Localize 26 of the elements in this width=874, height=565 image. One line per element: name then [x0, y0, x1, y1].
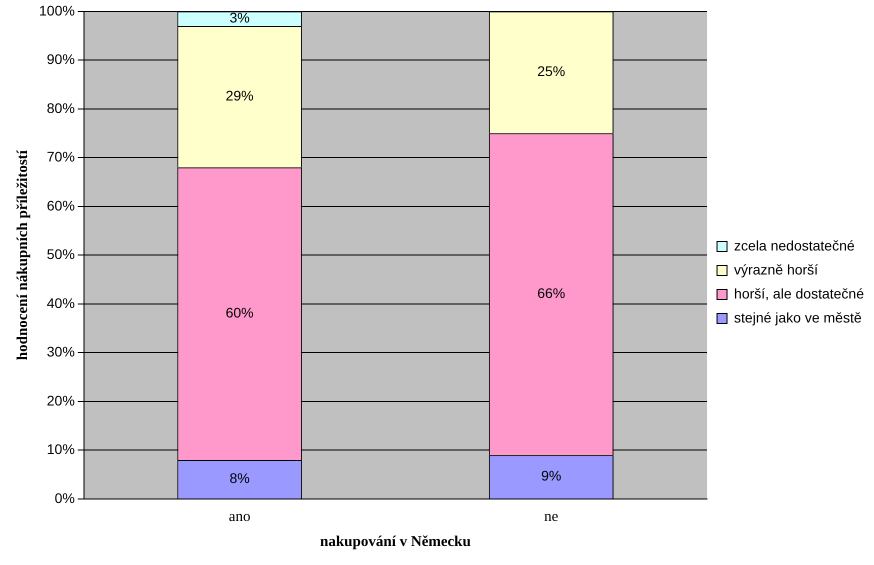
data-label: 29% — [226, 88, 254, 104]
y-tick-label: 40% — [46, 294, 75, 311]
y-tick-label: 60% — [46, 197, 75, 214]
data-label: 3% — [229, 10, 250, 26]
y-tick-label: 90% — [46, 51, 75, 68]
y-tick-label: 50% — [46, 246, 75, 262]
y-axis-title: hodnocení nákupních příležitostí — [14, 149, 31, 360]
legend-label: stejné jako ve městě — [734, 309, 862, 326]
y-tick-label: 20% — [46, 392, 75, 408]
data-label: 60% — [226, 304, 254, 321]
data-label: 8% — [229, 470, 250, 486]
y-tick-label: 10% — [46, 441, 75, 458]
x-axis-title: nakupování v Německu — [320, 534, 471, 550]
legend-label: výrazně horší — [734, 261, 818, 278]
y-tick-label: 100% — [38, 2, 75, 18]
x-tick-label: ne — [544, 508, 559, 525]
legend-label: horší, ale dostatečné — [734, 285, 864, 302]
y-tick-label: 0% — [54, 490, 75, 506]
legend-label: zcela nedostatečné — [734, 237, 855, 254]
data-label: 66% — [537, 285, 566, 302]
x-tick-label: ano — [228, 508, 250, 525]
y-tick-label: 80% — [46, 100, 75, 116]
data-label: 9% — [541, 468, 562, 484]
data-label: 25% — [537, 63, 566, 80]
y-tick-label: 70% — [46, 148, 75, 165]
y-tick-label: 30% — [46, 344, 75, 360]
